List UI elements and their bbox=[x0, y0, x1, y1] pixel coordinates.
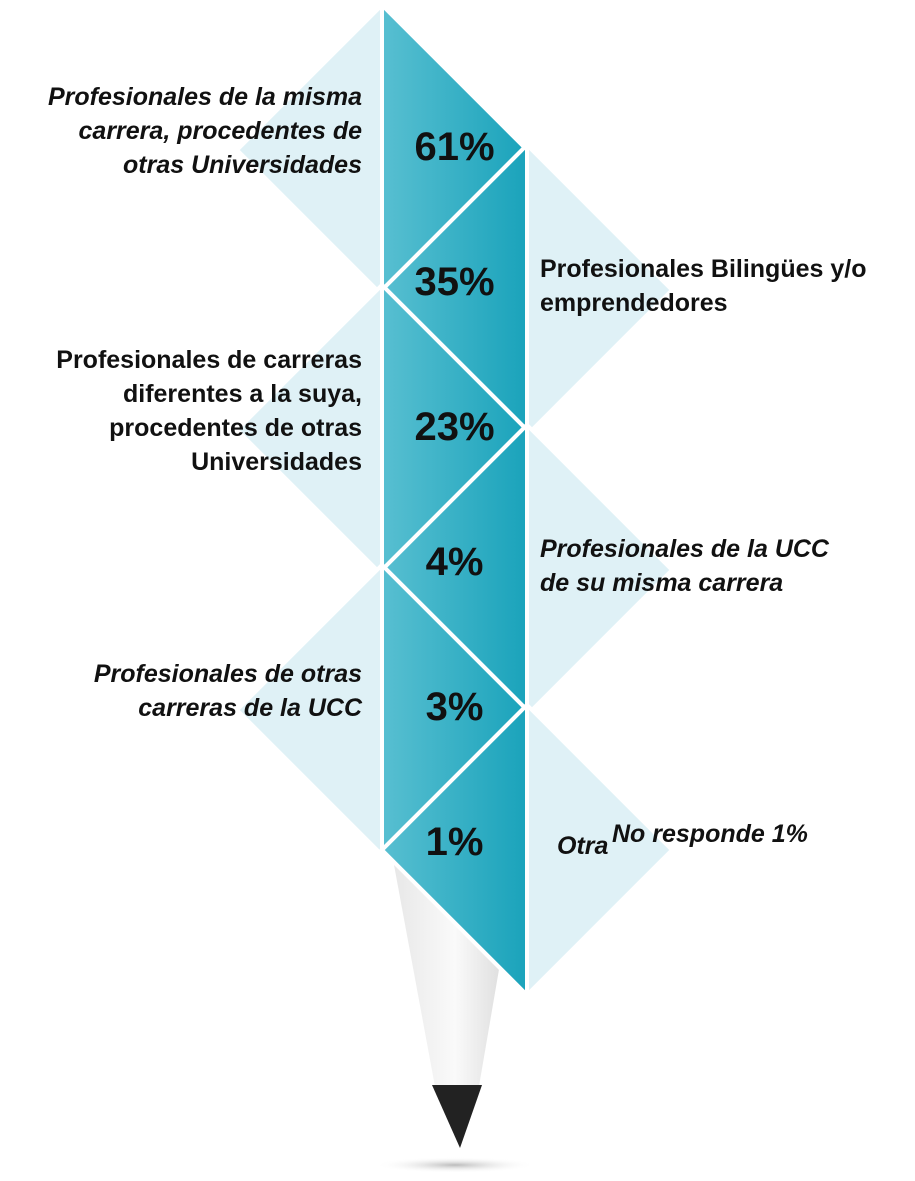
item-label: otras Universidades bbox=[123, 151, 362, 179]
item-label: carreras de la UCC bbox=[138, 694, 363, 722]
percent: 23% bbox=[414, 405, 494, 449]
percent: 3% bbox=[426, 685, 484, 729]
percent: 35% bbox=[414, 260, 494, 304]
shadow bbox=[375, 1157, 535, 1173]
pencil-lead bbox=[432, 1085, 482, 1148]
infographic: 61% Profesionales de la misma carrera, pro… bbox=[0, 0, 915, 1181]
item-label: de su misma carrera bbox=[540, 569, 783, 597]
footer: No responde 1% bbox=[612, 820, 808, 848]
item-label: procedentes de otras bbox=[109, 414, 362, 442]
percent: 61% bbox=[414, 125, 494, 169]
item-label: carrera, procedentes de bbox=[79, 117, 363, 145]
item-label: Otra bbox=[557, 832, 609, 860]
item-label: Profesionales de la UCC bbox=[540, 535, 830, 563]
percent: 4% bbox=[426, 540, 484, 584]
item-label: Profesionales de carreras bbox=[56, 346, 362, 374]
percent: 1% bbox=[426, 820, 484, 864]
item-label: Profesionales de la misma bbox=[48, 83, 362, 111]
item-label: Profesionales de otras bbox=[94, 660, 362, 688]
item-label: diferentes a la suya, bbox=[123, 380, 362, 408]
item-label: emprendedores bbox=[540, 289, 728, 317]
item-label: Profesionales Bilingües y/o bbox=[540, 255, 866, 283]
item-label: Universidades bbox=[191, 448, 362, 476]
